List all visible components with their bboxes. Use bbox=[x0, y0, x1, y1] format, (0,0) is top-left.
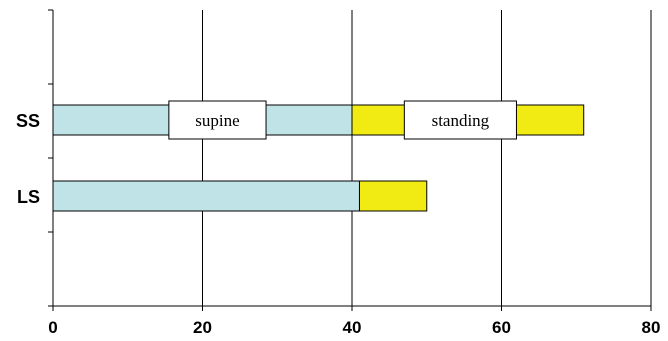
gridlines bbox=[202, 10, 652, 306]
category-label-ss: SS bbox=[16, 111, 40, 131]
x-tick-label: 60 bbox=[492, 318, 511, 337]
category-label-ls: LS bbox=[17, 187, 40, 207]
axes bbox=[48, 9, 652, 311]
annotation-label-supine: supine bbox=[195, 111, 239, 130]
x-tick-label: 40 bbox=[343, 318, 362, 337]
annotation-label-standing: standing bbox=[432, 111, 490, 130]
annotation-box-supine bbox=[168, 100, 267, 140]
x-tick-labels: 0 20 40 60 80 bbox=[48, 318, 660, 337]
category-labels: SS LS bbox=[16, 111, 40, 207]
x-tick-label: 20 bbox=[193, 318, 212, 337]
x-tick-label: 80 bbox=[642, 318, 661, 337]
x-tick-label: 0 bbox=[48, 318, 57, 337]
bar-ls-segment-1 bbox=[52, 180, 360, 212]
bar-ls-segment-2 bbox=[358, 180, 428, 212]
annotation-box-standing bbox=[403, 100, 517, 140]
annotations: supine standing bbox=[168, 100, 517, 140]
